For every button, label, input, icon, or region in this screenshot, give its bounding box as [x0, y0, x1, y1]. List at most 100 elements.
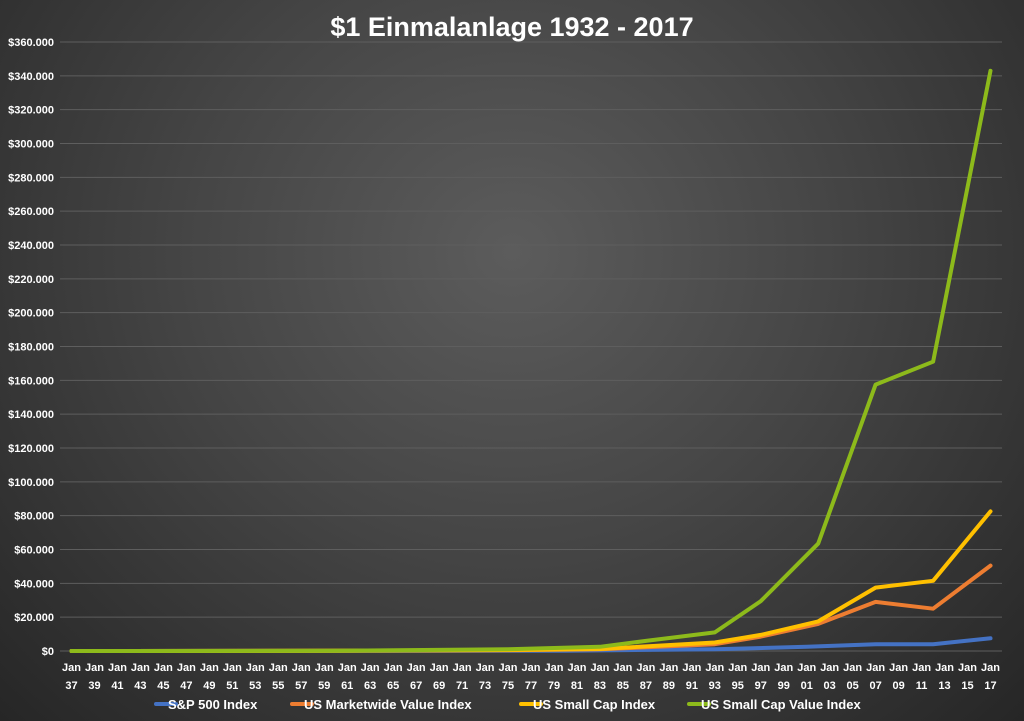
- x-tick-label: 45: [157, 680, 169, 692]
- x-tick-label: Jan: [981, 662, 1000, 674]
- x-tick-label: Jan: [728, 662, 747, 674]
- plot-area: [69, 68, 993, 653]
- y-tick-label: $260.000: [8, 206, 54, 218]
- x-tick-label: Jan: [154, 662, 173, 674]
- x-tick-label: Jan: [544, 662, 563, 674]
- x-tick-label: 55: [272, 680, 284, 692]
- y-axis-ticks: $0 $20.000 $40.000 $60.000 $80.000 $100.000 $1…: [8, 37, 54, 658]
- gridlines: [60, 41, 1002, 652]
- x-tick-label: Jan: [384, 662, 403, 674]
- x-tick-label: 07: [870, 680, 882, 692]
- x-tick-label: Jan: [85, 662, 104, 674]
- x-tick-label: Jan: [613, 662, 632, 674]
- x-tick-label: Jan: [62, 662, 81, 674]
- x-tick-label: 37: [65, 680, 77, 692]
- series-line: [69, 563, 993, 653]
- x-tick-label: Jan: [935, 662, 954, 674]
- x-tick-label: Jan: [912, 662, 931, 674]
- x-tick-label: 91: [686, 680, 698, 692]
- x-tick-label: 63: [364, 680, 376, 692]
- x-tick-label: 99: [778, 680, 790, 692]
- x-tick-label: 53: [249, 680, 261, 692]
- legend-label: US Small Cap Value Index: [701, 697, 861, 712]
- x-tick-label: 59: [318, 680, 330, 692]
- x-tick-label: 51: [226, 680, 238, 692]
- x-tick-label: 61: [341, 680, 353, 692]
- x-tick-label: Jan: [636, 662, 655, 674]
- y-tick-label: $20.000: [14, 612, 54, 624]
- x-tick-label: Jan: [958, 662, 977, 674]
- series-line: [69, 509, 993, 653]
- x-tick-label: 03: [824, 680, 836, 692]
- x-tick-label: Jan: [866, 662, 885, 674]
- x-tick-label: Jan: [108, 662, 127, 674]
- x-tick-label: Jan: [522, 662, 541, 674]
- x-tick-label: 75: [502, 680, 514, 692]
- x-tick-label: 95: [732, 680, 744, 692]
- y-tick-label: $280.000: [8, 172, 54, 184]
- x-tick-label: 87: [640, 680, 652, 692]
- legend-label: US Marketwide Value Index: [304, 697, 472, 712]
- x-tick-label: 69: [433, 680, 445, 692]
- x-tick-label: Jan: [131, 662, 150, 674]
- x-tick-label: Jan: [889, 662, 908, 674]
- x-tick-label: Jan: [223, 662, 242, 674]
- x-tick-label: Jan: [774, 662, 793, 674]
- x-tick-label: Jan: [361, 662, 380, 674]
- chart-title: $1 Einmalanlage 1932 - 2017: [330, 12, 693, 42]
- x-tick-label: Jan: [200, 662, 219, 674]
- x-tick-label: 67: [410, 680, 422, 692]
- x-tick-label: Jan: [338, 662, 357, 674]
- x-tick-label: 13: [938, 680, 950, 692]
- y-tick-label: $0: [42, 646, 54, 658]
- x-axis-ticks: Jan 37 Jan 39 Jan 41 Jan 43 Jan 45 Jan 47 Jan 49 Jan 51…: [62, 662, 1000, 692]
- x-tick-label: 97: [755, 680, 767, 692]
- x-tick-label: Jan: [820, 662, 839, 674]
- y-tick-label: $40.000: [14, 578, 54, 590]
- y-tick-label: $80.000: [14, 511, 54, 523]
- x-tick-label: Jan: [246, 662, 265, 674]
- x-tick-label: 71: [456, 680, 468, 692]
- x-tick-label: 77: [525, 680, 537, 692]
- y-tick-label: $60.000: [14, 545, 54, 557]
- x-tick-label: 49: [203, 680, 215, 692]
- x-tick-label: Jan: [751, 662, 770, 674]
- x-tick-label: Jan: [590, 662, 609, 674]
- legend-label: US Small Cap Index: [533, 697, 656, 712]
- x-tick-label: 41: [111, 680, 123, 692]
- legend: S&P 500 Index US Marketwide Value Index US…: [154, 697, 861, 712]
- y-tick-label: $320.000: [8, 105, 54, 117]
- x-tick-label: 79: [548, 680, 560, 692]
- x-tick-label: Jan: [430, 662, 449, 674]
- y-tick-label: $240.000: [8, 240, 54, 252]
- x-tick-label: Jan: [476, 662, 495, 674]
- y-tick-label: $220.000: [8, 274, 54, 286]
- x-tick-label: Jan: [705, 662, 724, 674]
- x-tick-label: 89: [663, 680, 675, 692]
- x-tick-label: 11: [916, 680, 928, 692]
- x-tick-label: 57: [295, 680, 307, 692]
- x-tick-label: Jan: [292, 662, 311, 674]
- legend-label: S&P 500 Index: [168, 697, 258, 712]
- x-tick-label: 39: [88, 680, 100, 692]
- x-tick-label: Jan: [797, 662, 816, 674]
- x-tick-label: 17: [984, 680, 996, 692]
- y-tick-label: $160.000: [8, 375, 54, 387]
- x-tick-label: 05: [847, 680, 859, 692]
- y-tick-label: $100.000: [8, 477, 54, 489]
- x-tick-label: 85: [617, 680, 629, 692]
- x-tick-label: 93: [709, 680, 721, 692]
- x-tick-label: Jan: [499, 662, 518, 674]
- x-tick-label: Jan: [843, 662, 862, 674]
- x-tick-label: 83: [594, 680, 606, 692]
- x-tick-label: 43: [134, 680, 146, 692]
- x-tick-label: 15: [961, 680, 973, 692]
- y-tick-label: $120.000: [8, 443, 54, 455]
- x-tick-label: Jan: [177, 662, 196, 674]
- y-tick-label: $140.000: [8, 409, 54, 421]
- x-tick-label: Jan: [315, 662, 334, 674]
- x-tick-label: 65: [387, 680, 399, 692]
- x-tick-label: Jan: [659, 662, 678, 674]
- x-tick-label: Jan: [269, 662, 288, 674]
